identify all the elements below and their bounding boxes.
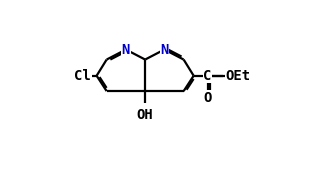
Text: Cl: Cl [74, 69, 91, 83]
Text: N: N [122, 43, 130, 57]
Text: N: N [160, 43, 169, 57]
Text: O: O [203, 91, 212, 105]
Text: OH: OH [137, 108, 154, 122]
Text: OEt: OEt [226, 69, 251, 83]
Text: C: C [203, 69, 212, 83]
